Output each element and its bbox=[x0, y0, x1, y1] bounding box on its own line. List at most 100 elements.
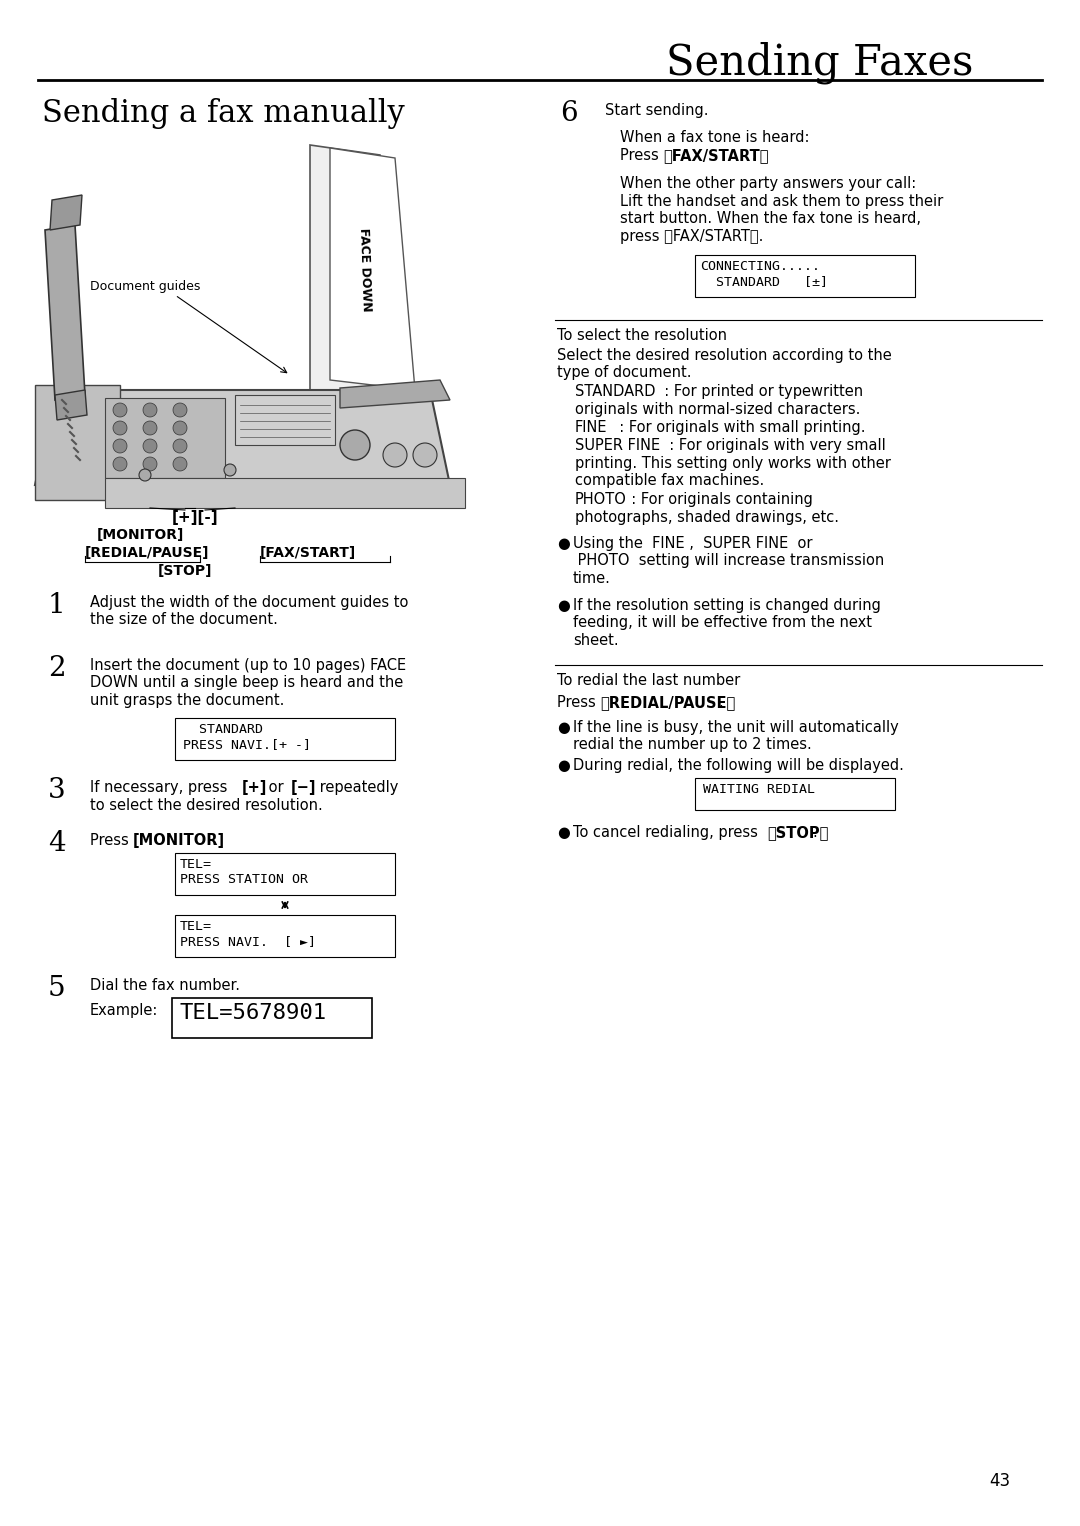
Text: WAITING REDIAL: WAITING REDIAL bbox=[703, 783, 815, 797]
Text: 43: 43 bbox=[989, 1473, 1010, 1489]
Text: [REDIAL/PAUSE]: [REDIAL/PAUSE] bbox=[85, 546, 210, 560]
Polygon shape bbox=[35, 385, 120, 501]
Bar bbox=[105, 398, 225, 478]
Text: Adjust the width of the document guides to
the size of the document.: Adjust the width of the document guides … bbox=[90, 595, 408, 627]
Text: CONNECTING.....
  STANDARD   [±]: CONNECTING..... STANDARD [±] bbox=[700, 259, 828, 288]
Text: ●: ● bbox=[557, 758, 570, 774]
Text: Start sending.: Start sending. bbox=[605, 102, 708, 118]
Polygon shape bbox=[45, 224, 85, 400]
Text: [MONITOR]: [MONITOR] bbox=[133, 833, 225, 848]
Circle shape bbox=[113, 403, 127, 417]
Text: : For printed or typewritten: : For printed or typewritten bbox=[654, 385, 863, 398]
Circle shape bbox=[383, 443, 407, 467]
Text: 2: 2 bbox=[48, 655, 66, 682]
Text: 5: 5 bbox=[48, 975, 66, 1003]
Text: To cancel redialing, press: To cancel redialing, press bbox=[573, 826, 762, 839]
Text: .: . bbox=[812, 826, 816, 839]
Circle shape bbox=[173, 439, 187, 453]
Text: ●: ● bbox=[557, 826, 570, 839]
Text: photographs, shaded drawings, etc.: photographs, shaded drawings, etc. bbox=[575, 510, 839, 525]
Text: : For originals containing: : For originals containing bbox=[622, 491, 813, 507]
Text: .: . bbox=[211, 833, 216, 848]
Text: originals with normal-sized characters.: originals with normal-sized characters. bbox=[575, 401, 861, 417]
Text: : For originals with small printing.: : For originals with small printing. bbox=[610, 420, 865, 435]
Text: 《STOP》: 《STOP》 bbox=[767, 826, 828, 839]
Text: [MONITOR]: [MONITOR] bbox=[96, 528, 184, 542]
Polygon shape bbox=[35, 391, 450, 485]
Polygon shape bbox=[340, 380, 450, 407]
Text: printing. This setting only works with other
compatible fax machines.: printing. This setting only works with o… bbox=[575, 456, 891, 488]
Circle shape bbox=[340, 430, 370, 459]
Bar bbox=[105, 478, 465, 508]
Text: STANDARD: STANDARD bbox=[575, 385, 656, 398]
Text: Dial the fax number.: Dial the fax number. bbox=[90, 978, 240, 993]
Text: STANDARD
PRESS NAVI.[+ -]: STANDARD PRESS NAVI.[+ -] bbox=[183, 723, 311, 751]
Polygon shape bbox=[55, 391, 87, 420]
Polygon shape bbox=[50, 195, 82, 230]
Text: [STOP]: [STOP] bbox=[158, 565, 213, 578]
Text: Example:: Example: bbox=[90, 1003, 159, 1018]
Text: [FAX/START]: [FAX/START] bbox=[260, 546, 356, 560]
Text: TEL=5678901: TEL=5678901 bbox=[180, 1003, 327, 1022]
Circle shape bbox=[173, 421, 187, 435]
Text: .: . bbox=[751, 148, 756, 163]
Circle shape bbox=[173, 403, 187, 417]
Text: Press: Press bbox=[90, 833, 133, 848]
Bar bbox=[172, 998, 372, 1038]
Text: ●: ● bbox=[557, 598, 570, 613]
Text: To select the resolution: To select the resolution bbox=[557, 328, 727, 343]
Text: FINE: FINE bbox=[575, 420, 607, 435]
Text: ●: ● bbox=[557, 536, 570, 551]
Text: Press: Press bbox=[620, 148, 663, 163]
Text: When the other party answers your call:: When the other party answers your call: bbox=[620, 175, 916, 191]
Polygon shape bbox=[330, 148, 415, 391]
Text: When a fax tone is heard:: When a fax tone is heard: bbox=[620, 130, 810, 145]
Text: or: or bbox=[264, 780, 288, 795]
Text: 1: 1 bbox=[48, 592, 66, 620]
Bar bbox=[175, 719, 395, 760]
Text: Sending a fax manually: Sending a fax manually bbox=[42, 98, 405, 130]
Text: FACE DOWN: FACE DOWN bbox=[357, 227, 373, 313]
Text: Using the  FINE ,  SUPER FINE  or
 PHOTO  setting will increase transmission
tim: Using the FINE , SUPER FINE or PHOTO set… bbox=[573, 536, 885, 586]
Text: : For originals with very small: : For originals with very small bbox=[660, 438, 886, 453]
Circle shape bbox=[113, 421, 127, 435]
Text: .: . bbox=[718, 694, 723, 710]
Text: TEL=
PRESS STATION OR: TEL= PRESS STATION OR bbox=[180, 858, 308, 887]
Bar bbox=[175, 853, 395, 896]
Bar bbox=[175, 916, 395, 957]
Text: 4: 4 bbox=[48, 830, 66, 858]
Text: repeatedly: repeatedly bbox=[315, 780, 399, 795]
Circle shape bbox=[413, 443, 437, 467]
Bar bbox=[696, 255, 915, 298]
Circle shape bbox=[143, 439, 157, 453]
Text: TEL=
PRESS NAVI.  [ ►]: TEL= PRESS NAVI. [ ►] bbox=[180, 920, 316, 948]
Circle shape bbox=[143, 421, 157, 435]
Text: Select the desired resolution according to the
type of document.: Select the desired resolution according … bbox=[557, 348, 892, 380]
Bar bbox=[696, 778, 895, 810]
Text: If necessary, press: If necessary, press bbox=[90, 780, 232, 795]
Circle shape bbox=[173, 456, 187, 472]
Text: [+][-]: [+][-] bbox=[172, 510, 218, 525]
Text: SUPER FINE: SUPER FINE bbox=[575, 438, 660, 453]
Polygon shape bbox=[310, 145, 400, 415]
Text: 《REDIAL/PAUSE》: 《REDIAL/PAUSE》 bbox=[600, 694, 735, 710]
Text: 《FAX/START》: 《FAX/START》 bbox=[663, 148, 769, 163]
Circle shape bbox=[113, 456, 127, 472]
Circle shape bbox=[143, 456, 157, 472]
Text: ●: ● bbox=[557, 720, 570, 736]
Text: to select the desired resolution.: to select the desired resolution. bbox=[90, 798, 323, 813]
Circle shape bbox=[224, 464, 237, 476]
Text: 3: 3 bbox=[48, 777, 66, 804]
Text: Press: Press bbox=[557, 694, 600, 710]
Text: If the line is busy, the unit will automatically
redial the number up to 2 times: If the line is busy, the unit will autom… bbox=[573, 720, 899, 752]
Text: To redial the last number: To redial the last number bbox=[557, 673, 740, 688]
Circle shape bbox=[143, 403, 157, 417]
Text: Document guides: Document guides bbox=[90, 279, 201, 293]
Text: During redial, the following will be displayed.: During redial, the following will be dis… bbox=[573, 758, 904, 774]
Text: [+]: [+] bbox=[242, 780, 268, 795]
Text: 6: 6 bbox=[561, 101, 578, 127]
Text: If the resolution setting is changed during
feeding, it will be effective from t: If the resolution setting is changed dur… bbox=[573, 598, 881, 649]
Text: PHOTO: PHOTO bbox=[575, 491, 626, 507]
Text: Lift the handset and ask them to press their
start button. When the fax tone is : Lift the handset and ask them to press t… bbox=[620, 194, 943, 244]
Text: Insert the document (up to 10 pages) FACE
DOWN until a single beep is heard and : Insert the document (up to 10 pages) FAC… bbox=[90, 658, 406, 708]
